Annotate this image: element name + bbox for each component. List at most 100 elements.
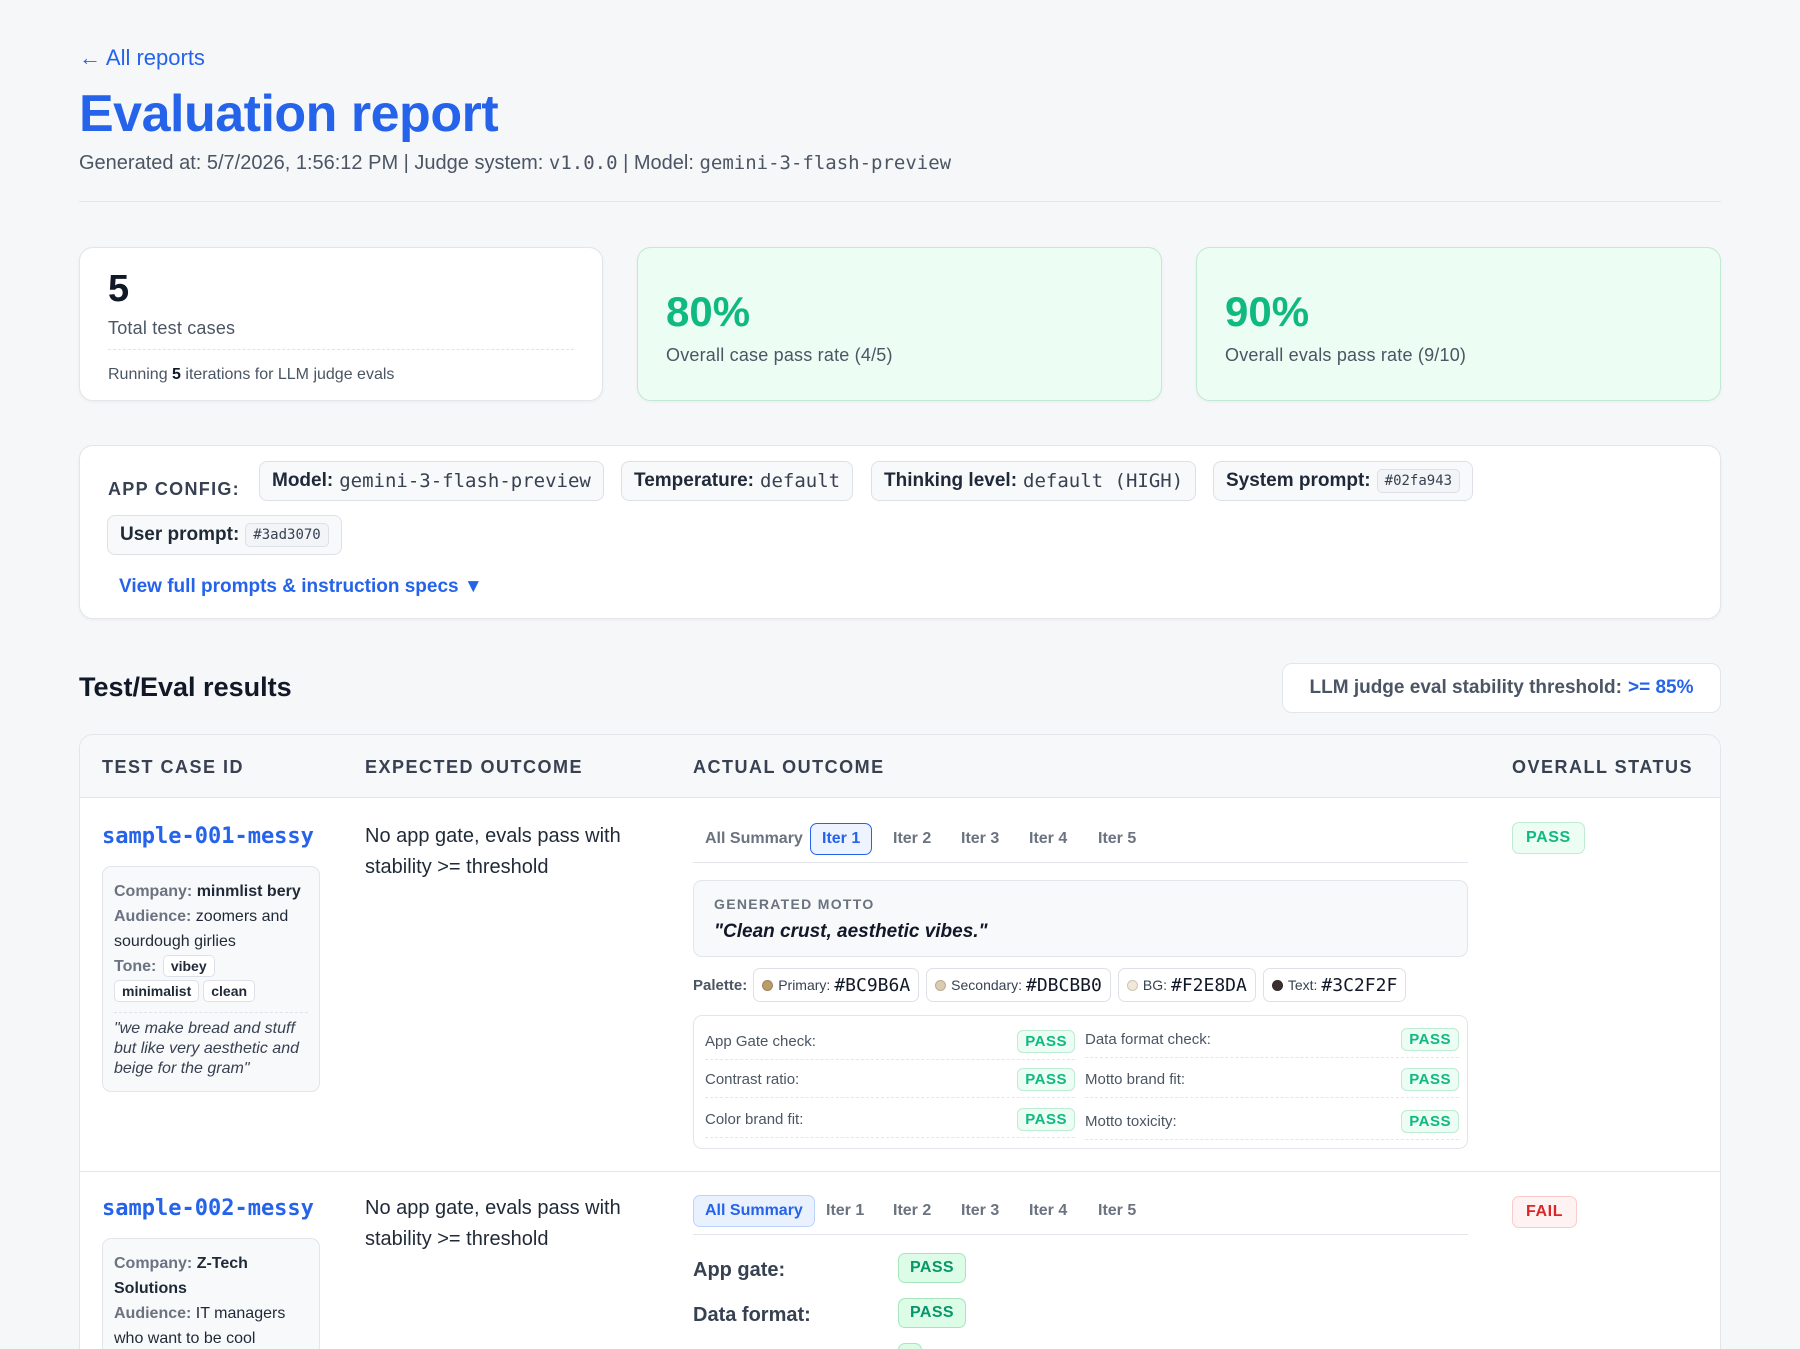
total-cases-card: 5 Total test cases Running 5 iterations … xyxy=(79,247,603,401)
swatch-dot xyxy=(935,979,947,991)
tab-all-summary[interactable]: All Summary xyxy=(693,1195,815,1227)
audience-value: IT managers who want to be cool xyxy=(114,1305,286,1347)
expected-outcome: No app gate, evals pass with stability >… xyxy=(365,1197,621,1250)
tab-iter-2[interactable]: Iter 2 xyxy=(893,1202,932,1219)
judge-version: v1.0.0 xyxy=(548,152,618,174)
eval-checks-box: App Gate check: PASS Data format check: PA… xyxy=(693,1015,1468,1149)
swatch-name: BG: xyxy=(1142,977,1167,993)
palette-secondary: Secondary: #DBCBB0 xyxy=(926,968,1111,1002)
check-label: Motto toxicity: xyxy=(1085,1113,1177,1130)
case-quote: "we make bread and stuff but like very a… xyxy=(114,1012,308,1079)
summary-app-gate-badge: PASS xyxy=(898,1253,966,1283)
case-id-link[interactable]: sample-002-messy xyxy=(102,1196,314,1221)
audience-line: Audience: zoomers and sourdough girlies xyxy=(114,904,308,954)
audience-key: Audience: xyxy=(114,1305,192,1322)
app-config-label: APP CONFIG: xyxy=(108,479,240,499)
swatch-hex: #F2E8DA xyxy=(1170,974,1247,996)
palette-row: Palette: Primary: #BC9B6A Secondary: #DBCB… xyxy=(693,967,1413,1003)
check-badge: PASS xyxy=(1017,1108,1075,1131)
iterations-prefix: Running xyxy=(108,366,173,383)
swatch-hex: #3C2F2F xyxy=(1321,974,1398,996)
system-prompt-chip: System prompt: #02fa943 xyxy=(1213,461,1474,501)
thinking-value: default (HIGH) xyxy=(1023,470,1184,492)
row-divider xyxy=(80,1171,1720,1172)
company-key: Company: xyxy=(114,1255,193,1272)
check-badge: PASS xyxy=(1017,1030,1075,1053)
swatch-dot xyxy=(1126,979,1138,991)
thinking-level-chip: Thinking level: default (HIGH) xyxy=(871,461,1197,501)
swatch-name: Text: xyxy=(1287,977,1318,993)
model-value: gemini-3-flash-preview xyxy=(339,470,591,492)
tab-iter-3[interactable]: Iter 3 xyxy=(961,830,1000,847)
palette-bg: BG: #F2E8DA xyxy=(1117,968,1256,1002)
check-motto-toxicity: Motto toxicity: PASS xyxy=(1085,1104,1459,1140)
generated-motto-box: GENERATED MOTTO "Clean crust, aesthetic … xyxy=(693,880,1468,957)
case-id-link[interactable]: sample-001-messy xyxy=(102,824,314,849)
tone-key: Tone: xyxy=(114,958,157,975)
evals-pass-rate-value: 90% xyxy=(1225,288,1310,335)
iterations-note: Running 5 iterations for LLM judge evals xyxy=(108,366,394,384)
stability-threshold: LLM judge eval stability threshold: >= 85… xyxy=(1282,663,1721,713)
case-pass-rate-label: Overall case pass rate (4/5) xyxy=(666,345,893,365)
evals-pass-rate-label: Overall evals pass rate (9/10) xyxy=(1225,345,1467,365)
view-prompts-toggle[interactable]: View full prompts & instruction specs ▼ xyxy=(119,576,483,597)
check-badge: PASS xyxy=(1401,1110,1459,1133)
app-config-card: APP CONFIG: Model: gemini-3-flash-preview… xyxy=(79,445,1721,619)
tab-iter-3[interactable]: Iter 3 xyxy=(961,1202,1000,1219)
stat-divider xyxy=(108,349,574,350)
header-divider xyxy=(79,201,1721,202)
iteration-tabs: All Summary Iter 1 Iter 2 Iter 3 Iter 4 … xyxy=(693,1195,1468,1235)
temperature-key: Temperature: xyxy=(634,470,755,491)
user-prompt-key: User prompt: xyxy=(120,524,240,545)
check-label: Contrast ratio: xyxy=(705,1071,800,1088)
check-contrast-ratio: Contrast ratio: PASS xyxy=(705,1062,1075,1098)
tab-iter-5[interactable]: Iter 5 xyxy=(1098,1202,1137,1219)
check-badge: PASS xyxy=(1401,1028,1459,1051)
check-data-format: Data format check: PASS xyxy=(1085,1022,1459,1058)
model-key: Model: xyxy=(272,470,334,491)
swatch-hex: #DBCBB0 xyxy=(1026,974,1102,996)
company-value: Z-Tech Solutions xyxy=(114,1255,248,1297)
tab-iter-4[interactable]: Iter 4 xyxy=(1029,1202,1068,1219)
summary-data-format-label: Data format: xyxy=(693,1304,811,1326)
tone-chip: vibey xyxy=(162,955,215,977)
check-label: Color brand fit: xyxy=(705,1111,804,1128)
check-label: Motto brand fit: xyxy=(1085,1071,1186,1088)
generated-label: Generated at: 5/7/2026, 1:56:12 PM | Jud… xyxy=(79,152,549,174)
tab-all-summary[interactable]: All Summary xyxy=(705,830,803,847)
user-prompt-hash: #3ad3070 xyxy=(245,523,329,547)
case-input-box: Company: Z-Tech Solutions Audience: IT m… xyxy=(102,1238,320,1349)
tab-iter-1[interactable]: Iter 1 xyxy=(826,1202,865,1219)
all-reports-link[interactable]: ← All reports xyxy=(79,45,205,70)
evals-pass-rate-card: 90% Overall evals pass rate (9/10) xyxy=(1196,247,1721,401)
threshold-value: >= 85% xyxy=(1627,677,1694,698)
page-title: Evaluation report xyxy=(79,85,499,143)
audience-key: Audience: xyxy=(114,908,192,925)
check-label: Data format check: xyxy=(1085,1031,1211,1048)
tab-iter-1[interactable]: Iter 1 xyxy=(810,823,873,855)
palette-label: Palette: xyxy=(693,976,748,994)
swatch-dot xyxy=(762,979,774,991)
check-motto-brand-fit: Motto brand fit: PASS xyxy=(1085,1062,1459,1098)
temperature-chip: Temperature: default xyxy=(621,461,854,501)
swatch-name: Primary: xyxy=(778,977,831,993)
tab-iter-5[interactable]: Iter 5 xyxy=(1098,830,1137,847)
swatch-hex: #BC9B6A xyxy=(834,974,911,996)
tone-chip: clean xyxy=(203,980,256,1002)
tab-iter-4[interactable]: Iter 4 xyxy=(1029,830,1068,847)
system-prompt-hash: #02fa943 xyxy=(1376,469,1461,493)
case-input-box: Company: minmlist bery Audience: zoomers… xyxy=(102,866,320,1092)
report-meta: Generated at: 5/7/2026, 1:56:12 PM | Jud… xyxy=(79,152,951,175)
check-color-brand-fit: Color brand fit: PASS xyxy=(705,1102,1075,1138)
check-label: App Gate check: xyxy=(705,1033,816,1050)
motto-text: "Clean crust, aesthetic vibes." xyxy=(714,921,988,942)
results-table: TEST CASE ID EXPECTED OUTCOME ACTUAL OUT… xyxy=(79,734,1721,1349)
audience-value: zoomers and sourdough girlies xyxy=(114,908,289,950)
summary-next-badge xyxy=(898,1343,922,1349)
audience-line: Audience: IT managers who want to be coo… xyxy=(114,1301,308,1349)
tab-iter-2[interactable]: Iter 2 xyxy=(893,830,932,847)
model-chip: Model: gemini-3-flash-preview xyxy=(259,461,604,501)
col-overall-status: OVERALL STATUS xyxy=(1512,757,1694,777)
threshold-label: LLM judge eval stability threshold: xyxy=(1309,677,1622,698)
tone-line: Tone: vibey minimalist clean xyxy=(114,954,308,1004)
